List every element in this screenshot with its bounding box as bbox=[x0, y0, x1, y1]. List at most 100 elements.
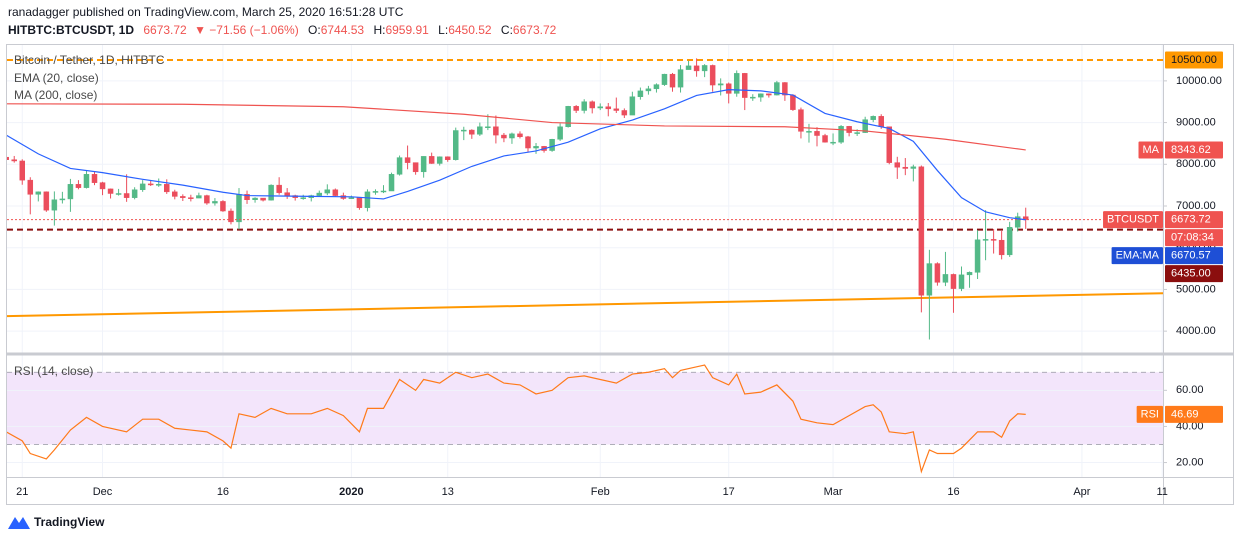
price-label-box bbox=[1165, 211, 1223, 229]
candle-body bbox=[420, 156, 427, 173]
candle-body bbox=[693, 65, 700, 72]
candle-body bbox=[147, 183, 154, 186]
candle-body bbox=[67, 184, 74, 200]
candle-body bbox=[83, 174, 90, 188]
legend-entry: MA (200, close) bbox=[14, 88, 97, 102]
candle-body bbox=[11, 159, 17, 162]
candle-body bbox=[669, 73, 676, 88]
candle-body bbox=[717, 83, 724, 86]
price-label: 07:08:34 bbox=[1171, 232, 1214, 244]
symbol-line: HITBTC:BTCUSDT, 1D 6673.72 ▼ −71.56 (−1.… bbox=[8, 23, 557, 37]
candle-body bbox=[597, 106, 604, 109]
trend-line bbox=[7, 292, 1163, 318]
byline: ranadagger published on TradingView.com,… bbox=[8, 5, 404, 19]
tag-label: MA bbox=[1143, 144, 1160, 156]
candle-body bbox=[75, 184, 82, 188]
candle-body bbox=[260, 197, 266, 201]
candle-body bbox=[123, 193, 130, 198]
candle-body bbox=[790, 94, 796, 110]
candle-body bbox=[766, 93, 772, 96]
candle-body bbox=[188, 197, 194, 199]
ohlc-key: L: bbox=[438, 23, 448, 37]
x-tick-label: Apr bbox=[1073, 486, 1090, 498]
y-tick-label: 40.00 bbox=[1176, 420, 1204, 432]
candle-body bbox=[268, 184, 274, 201]
candle-body bbox=[380, 190, 387, 193]
x-tick-label: 17 bbox=[723, 486, 735, 498]
candle-body bbox=[950, 274, 957, 289]
price-label-box bbox=[1165, 265, 1223, 283]
candle-body bbox=[436, 156, 443, 164]
y-tick-label: 10000.00 bbox=[1176, 75, 1222, 87]
candle-body bbox=[613, 108, 620, 111]
ohlc-value: 6744.53 bbox=[321, 23, 365, 37]
price-label-box bbox=[1165, 51, 1223, 69]
candle-body bbox=[469, 129, 475, 135]
x-tick-label: Mar bbox=[824, 486, 843, 498]
candle-body bbox=[388, 174, 395, 192]
candle-body bbox=[982, 239, 989, 241]
candle-body bbox=[565, 106, 571, 128]
candle-body bbox=[19, 160, 26, 181]
ohlc-key: O: bbox=[308, 23, 321, 37]
ohlc-key: H: bbox=[373, 23, 385, 37]
x-tick-label: 16 bbox=[947, 486, 959, 498]
candle-body bbox=[348, 197, 355, 199]
candle-body bbox=[605, 106, 612, 110]
footer-brand: TradingView bbox=[34, 515, 105, 529]
candle-body bbox=[509, 133, 515, 139]
candle-body bbox=[830, 141, 836, 144]
candle-body bbox=[115, 193, 122, 195]
price-label: 8343.62 bbox=[1171, 144, 1211, 156]
candle-body bbox=[573, 106, 579, 111]
change: ▼ −71.56 (−1.06%) bbox=[194, 23, 299, 37]
candle-body bbox=[372, 191, 379, 193]
candle-body bbox=[501, 134, 507, 139]
candle-body bbox=[926, 263, 933, 296]
tag-label: EMA:MA bbox=[1116, 250, 1160, 262]
candle-body bbox=[412, 162, 419, 173]
price-label-box bbox=[1165, 141, 1223, 159]
candle-body bbox=[838, 126, 844, 143]
x-tick-label: 11 bbox=[1156, 486, 1167, 498]
tag-box bbox=[1138, 141, 1163, 159]
candle-body bbox=[629, 96, 636, 116]
candle-body bbox=[212, 201, 218, 204]
pane bbox=[7, 58, 1163, 340]
price-label: 46.69 bbox=[1171, 408, 1199, 420]
ohlc-value: 6450.52 bbox=[448, 23, 492, 37]
pane bbox=[7, 364, 1163, 474]
last-price: 6673.72 bbox=[143, 23, 187, 37]
x-tick-label: 16 bbox=[217, 486, 229, 498]
candle-body bbox=[557, 126, 563, 140]
candle-body bbox=[27, 179, 34, 195]
candle-body bbox=[196, 195, 202, 199]
candle-body bbox=[204, 195, 210, 204]
candle-body bbox=[645, 88, 652, 92]
candle-body bbox=[525, 136, 531, 149]
y-tick-label: 9000.00 bbox=[1176, 116, 1216, 128]
candle-body bbox=[701, 65, 708, 72]
y-tick-label: 4000.00 bbox=[1176, 325, 1216, 337]
candle-body bbox=[822, 135, 828, 143]
legend-entry: EMA (20, close) bbox=[14, 71, 99, 85]
candle-body bbox=[870, 116, 876, 120]
candle-body bbox=[878, 116, 884, 128]
footer-logo bbox=[8, 517, 30, 529]
candle-body bbox=[581, 101, 587, 111]
x-tick-label: Feb bbox=[591, 486, 610, 498]
candle-body bbox=[228, 210, 234, 223]
candle-body bbox=[35, 191, 42, 195]
candle-body bbox=[461, 129, 467, 132]
candle-body bbox=[477, 126, 483, 135]
candle-body bbox=[493, 126, 499, 136]
candle-body bbox=[742, 73, 748, 98]
candle-body bbox=[107, 188, 114, 194]
price-label: 10500.00 bbox=[1171, 54, 1217, 66]
tag-label: BTCUSDT bbox=[1107, 214, 1159, 226]
y-tick-label: 5000.00 bbox=[1176, 283, 1216, 295]
candle-body bbox=[300, 197, 306, 199]
x-tick-label: 13 bbox=[442, 486, 454, 498]
